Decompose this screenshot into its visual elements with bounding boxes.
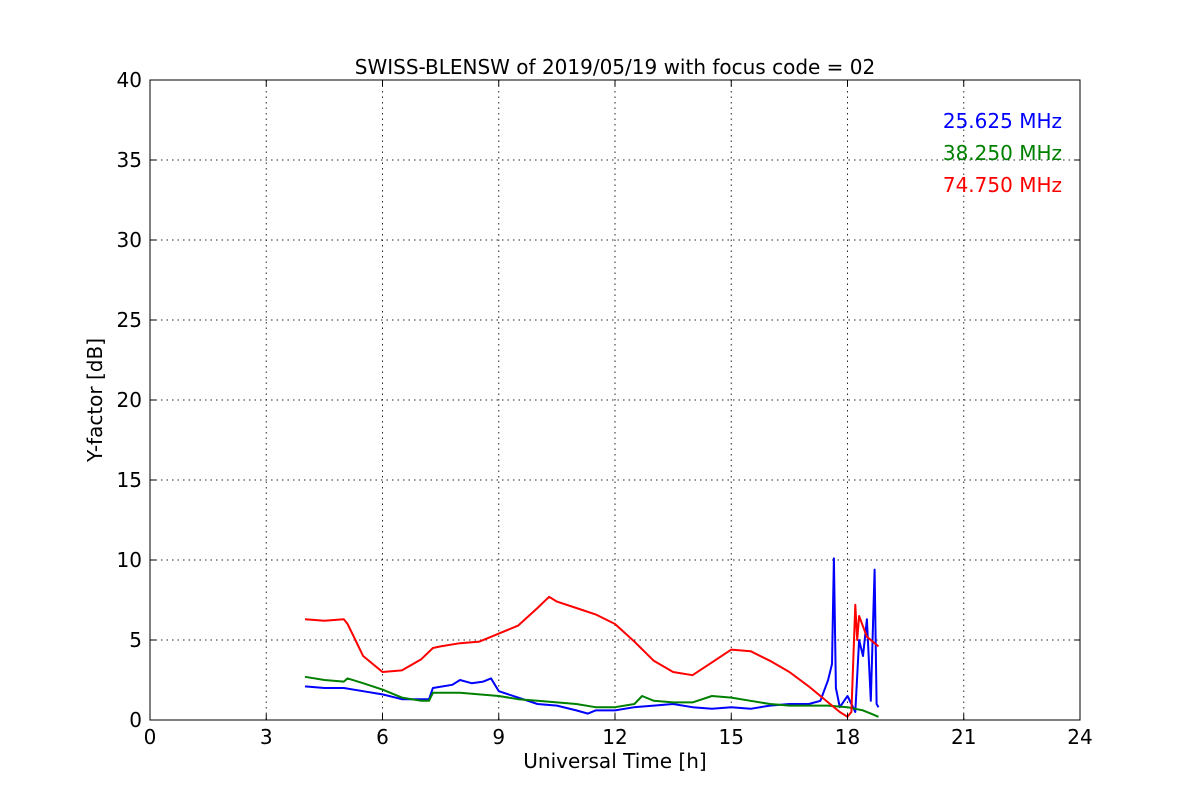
y-tick-label: 35: [117, 148, 142, 172]
legend-entry: 38.250 MHz: [943, 141, 1062, 165]
y-tick-label: 15: [117, 468, 142, 492]
series-lines: [304, 557, 880, 718]
x-tick-label: 12: [602, 725, 627, 749]
x-tick-label: 15: [719, 725, 744, 749]
series-line-1: [304, 557, 880, 715]
y-tick-label: 20: [117, 388, 142, 412]
y-tick-label: 0: [129, 708, 142, 732]
series-line-3: [304, 595, 880, 718]
y-tick-label: 25: [117, 308, 142, 332]
legend-entry: 25.625 MHz: [943, 109, 1062, 133]
axis-ticks: 0 3 6 9 12 15 18 21 24 0 5 10 15 20 25 30 35 40: [117, 68, 1093, 749]
y-tick-label: 10: [117, 548, 142, 572]
grid-lines: [150, 80, 1080, 720]
x-tick-label: 21: [951, 725, 976, 749]
y-tick-label: 40: [117, 68, 142, 92]
legend-entry: 74.750 MHz: [943, 173, 1062, 197]
y-tick-label: 5: [129, 628, 142, 652]
x-tick-label: 3: [260, 725, 273, 749]
x-tick-label: 0: [144, 725, 157, 749]
chart-title: SWISS-BLENSW of 2019/05/19 with focus co…: [355, 55, 876, 79]
y-tick-label: 30: [117, 228, 142, 252]
x-tick-label: 18: [835, 725, 860, 749]
x-tick-label: 9: [492, 725, 505, 749]
x-axis-label: Universal Time [h]: [523, 749, 706, 773]
x-tick-label: 6: [376, 725, 389, 749]
y-axis-label: Y-factor [dB]: [83, 338, 107, 463]
x-tick-label: 24: [1067, 725, 1092, 749]
legend: 25.625 MHz 38.250 MHz 74.750 MHz: [943, 109, 1062, 197]
series-line-2: [304, 675, 879, 718]
